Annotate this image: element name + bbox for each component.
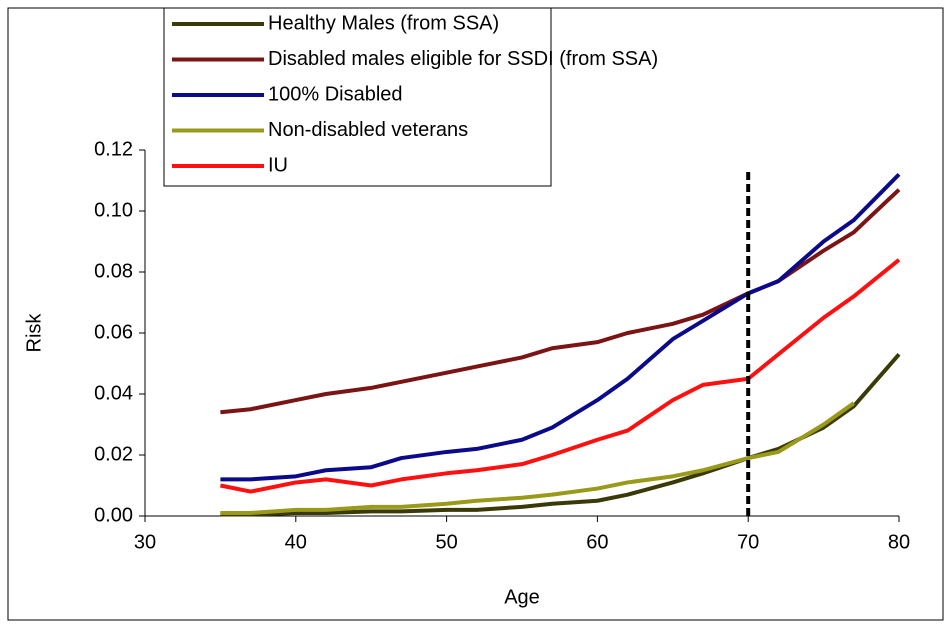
x-tick-label: 40 (285, 531, 307, 553)
y-tick-label: 0.02 (94, 443, 133, 465)
series-line (220, 258, 901, 494)
y-tick-label: 0.06 (94, 321, 133, 343)
y-tick-label: 0.00 (94, 504, 133, 526)
legend-label: IU (268, 154, 288, 176)
y-tick-label: 0.08 (94, 260, 133, 282)
x-tick-label: 30 (134, 531, 156, 553)
x-tick-label: 80 (888, 531, 910, 553)
x-axis-label: Age (504, 586, 540, 608)
x-tick-label: 50 (435, 531, 457, 553)
legend-label: Healthy Males (from SSA) (268, 12, 499, 34)
series-line (220, 401, 855, 515)
legend-label: 100% Disabled (268, 83, 403, 105)
x-tick-label: 70 (737, 531, 759, 553)
x-tick-label: 60 (586, 531, 608, 553)
y-tick-label: 0.04 (94, 382, 133, 404)
y-tick-label: 0.10 (94, 199, 133, 221)
series-line (220, 172, 901, 482)
legend-label: Disabled males eligible for SSDI (from S… (268, 48, 658, 70)
y-tick-label: 0.12 (94, 138, 133, 160)
series-line (220, 188, 901, 415)
legend-label: Non-disabled veterans (268, 119, 468, 141)
y-axis-label: Risk (23, 313, 45, 353)
series-line (220, 353, 901, 517)
